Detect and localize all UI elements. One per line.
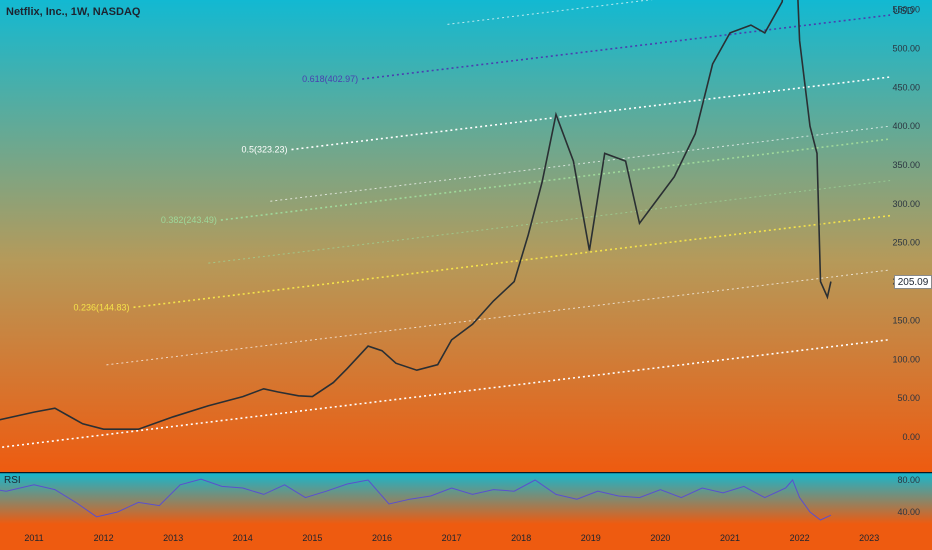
y-tick-label: 350.00 (892, 160, 920, 170)
y-tick-label: 50.00 (897, 393, 920, 403)
fib-label: 0.618(402.97) (302, 74, 358, 84)
fib-line (362, 14, 891, 80)
y-tick-label: 250.00 (892, 238, 920, 248)
rsi-line: 80.00 40.00 (0, 475, 920, 521)
x-tick-label: 2023 (859, 533, 879, 543)
fib-label: 0.5(323.23) (241, 145, 287, 155)
y-tick-label: 400.00 (892, 121, 920, 131)
rsi-panel[interactable]: 80.00 40.00 RSI (0, 472, 932, 524)
x-tick-label: 2022 (790, 533, 810, 543)
y-tick-label: 150.00 (892, 315, 920, 325)
price-series (0, 0, 832, 431)
x-axis-svg: 2011 2012 2013 2014 2015 2016 2017 2018 2019 2020… (24, 533, 879, 543)
x-tick-label: 2015 (302, 533, 322, 543)
fib-line (291, 76, 891, 151)
y-tick-label: 100.00 (892, 354, 920, 364)
rsi-chart[interactable]: 80.00 40.00 (0, 472, 932, 524)
price-chart[interactable]: 0(-14.64)0.236(144.83)0.382(243.49)0.5(3… (0, 0, 932, 472)
price-background (0, 0, 932, 472)
fib-line (270, 125, 891, 202)
x-axis[interactable]: 2011 2012 2013 2014 2015 2016 2017 2018 2019 2020… (0, 524, 932, 550)
y-axis: -50.000.0050.00100.00150.00200.00250.003… (892, 5, 920, 472)
y-tick-label: 550.00 (892, 5, 920, 15)
x-tick-label: 2013 (163, 533, 183, 543)
y-tick-label: 300.00 (892, 199, 920, 209)
fib-line (133, 214, 891, 309)
fib-label: 0.382(243.49) (161, 215, 217, 225)
rsi-polyline (0, 478, 832, 521)
rsi-tick-label: 80.00 (897, 475, 920, 485)
x-tick-label: 2012 (94, 533, 114, 543)
last-price-badge: 205.09 (894, 275, 932, 289)
rsi-tick-label: 40.00 (897, 507, 920, 517)
y-tick-label: 450.00 (892, 82, 920, 92)
x-tick-label: 2017 (442, 533, 462, 543)
rsi-label: RSI (4, 475, 21, 486)
x-tick-label: 2014 (233, 533, 253, 543)
currency-label: USD (892, 6, 914, 17)
fib-label: 0.236(144.83) (73, 302, 129, 312)
fib-line (106, 269, 891, 366)
chart-title: Netflix, Inc., 1W, NASDAQ (6, 6, 141, 18)
x-tick-label: 2018 (511, 533, 531, 543)
y-tick-label: 0.00 (902, 432, 920, 442)
y-tick-label: -50.00 (894, 471, 920, 472)
rsi-background (0, 472, 932, 524)
y-tick-label: 500.00 (892, 43, 920, 53)
x-tick-label: 2021 (720, 533, 740, 543)
price-line (0, 0, 832, 431)
fib-channel: 0(-14.64)0.236(144.83)0.382(243.49)0.5(3… (0, 0, 891, 449)
price-panel[interactable]: 0(-14.64)0.236(144.83)0.382(243.49)0.5(3… (0, 0, 932, 472)
x-tick-label: 2020 (650, 533, 670, 543)
x-tick-label: 2011 (24, 533, 43, 543)
fib-line (220, 138, 891, 221)
x-tick-label: 2016 (372, 533, 392, 543)
x-tick-label: 2019 (581, 533, 601, 543)
fib-line (0, 338, 891, 449)
